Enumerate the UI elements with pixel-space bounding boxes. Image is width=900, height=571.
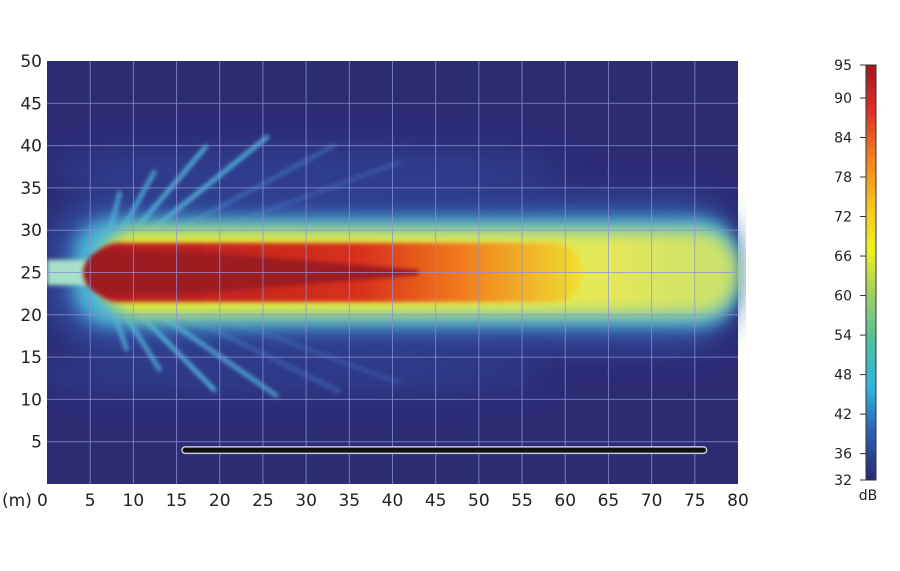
x-tick-label: 5 [85,491,96,511]
colorbar-tick-label: 54 [834,328,852,344]
y-tick-label: 15 [20,348,42,368]
x-tick-label: 25 [252,491,274,511]
colorbar-tick-label: 90 [834,91,852,107]
y-axis: 5 10 15 20 25 30 35 40 45 50 [20,52,42,453]
colorbar-unit: dB [859,488,878,504]
y-tick-label: 30 [20,221,42,241]
colorbar-scale [865,64,877,481]
x-tick-label: 35 [338,491,360,511]
y-tick-label: 25 [20,264,42,284]
side-lobe-lower [47,352,548,397]
y-tick-label: 45 [20,94,42,114]
x-tick-label: 80 [727,491,749,511]
colorbar-tick-label: 36 [834,447,852,463]
x-tick-label: 15 [166,491,188,511]
colorbar: 95 90 84 78 72 66 60 54 48 42 36 32 dB [834,58,877,504]
y-tick-label: 40 [20,137,42,157]
y-tick-label: 5 [31,433,42,453]
colorbar-tick-label: 78 [834,170,852,186]
x-axis: (m) 0 5 10 15 20 25 30 35 40 45 50 55 60 65 70 75 80 [2,491,749,511]
x-tick-label: 70 [641,491,663,511]
x-tick-label: 75 [684,491,706,511]
colorbar-tick-label: 60 [834,289,852,305]
y-tick-label: 50 [20,52,42,72]
x-tick-label: 50 [468,491,490,511]
colorbar-tick-label: 42 [834,407,852,423]
x-tick-label: 45 [425,491,447,511]
x-tick-label: 55 [511,491,533,511]
colorbar-tick-label: 66 [834,249,852,265]
colorbar-tick-label: 48 [834,368,852,384]
x-tick-label: 10 [123,491,145,511]
colorbar-tick-label: 32 [834,473,852,489]
x-tick-label: 20 [209,491,231,511]
x-tick-label: 65 [598,491,620,511]
colorbar-tick-label: 72 [834,210,852,226]
y-tick-label: 35 [20,179,42,199]
x-unit-label: (m) [2,491,32,511]
x-tick-label: 0 [37,491,48,511]
colorbar-tick-label: 84 [834,130,852,146]
y-tick-label: 10 [20,390,42,410]
colorbar-tick-label: 95 [834,58,852,74]
x-tick-label: 30 [295,491,317,511]
x-tick-label: 60 [554,491,576,511]
y-tick-label: 20 [20,306,42,326]
x-tick-label: 40 [382,491,404,511]
plot-area [47,61,739,484]
